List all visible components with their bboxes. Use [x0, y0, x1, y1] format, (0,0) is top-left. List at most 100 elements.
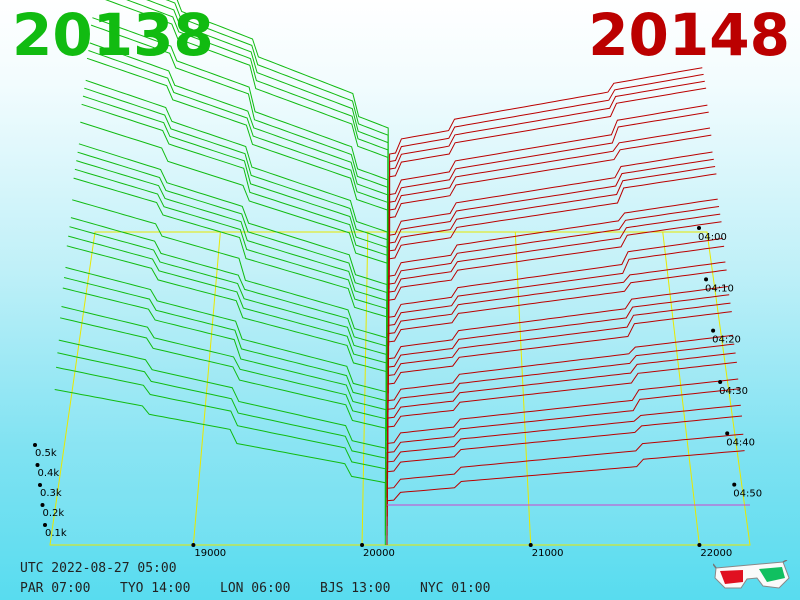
- ask-depth-line: [386, 450, 745, 545]
- ask-depth-line: [388, 158, 714, 318]
- price-gridline: [662, 231, 700, 546]
- time-tick-marker: [711, 328, 716, 333]
- depth-lines: [54, 0, 750, 545]
- clock-nyc: NYC 01:00: [420, 581, 491, 596]
- time-tick-label: 04:00: [698, 232, 727, 243]
- time-tick-label: 04:30: [719, 386, 748, 397]
- ask-depth-line: [387, 311, 732, 451]
- clock-lon: LON 06:00: [220, 581, 291, 596]
- ask-depth-line: [389, 73, 704, 242]
- bid-depth-line: [73, 177, 387, 413]
- ask-depth-line: [388, 198, 718, 346]
- bid-depth-line: [62, 287, 387, 489]
- bid-depth-line: [88, 50, 388, 308]
- y-tick-label: 0.5k: [35, 448, 57, 459]
- ask-depth-line: [386, 433, 744, 536]
- bid-depth-line: [61, 306, 387, 498]
- ask-depth-line: [387, 237, 723, 384]
- bid-depth-line: [78, 143, 388, 375]
- x-tick-marker: [528, 543, 533, 547]
- y-tick-marker: [33, 443, 37, 447]
- bid-depth-line: [57, 352, 386, 526]
- bid-depth-line: [72, 199, 387, 422]
- world-clocks: PAR 07:00 TYO 14:00 LON 06:00 BJS 13:00 …: [20, 581, 520, 596]
- bid-depth-line: [68, 235, 387, 451]
- ask-depth-line: [388, 134, 712, 299]
- ask-depth-line: [387, 261, 726, 403]
- y-tick-label: 0.3k: [40, 488, 62, 499]
- bid-depth-line: [84, 87, 388, 337]
- bid-depth-line: [86, 57, 388, 318]
- ask-depth-line: [389, 80, 705, 251]
- clock-tyo: TYO 14:00: [120, 581, 191, 596]
- ask-depth-line: [387, 334, 734, 460]
- chart-floor-plane: [49, 231, 751, 546]
- ask-depth-line: [388, 206, 720, 356]
- y-tick-marker: [43, 523, 47, 527]
- ask-depth-line: [386, 378, 739, 498]
- bid-depth-line: [176, 0, 389, 232]
- x-tick-marker: [697, 543, 702, 547]
- time-tick-marker: [732, 482, 737, 487]
- x-tick-marker: [360, 543, 365, 547]
- ask-depth-line: [387, 286, 728, 422]
- y-tick-label: 0.1k: [45, 528, 67, 539]
- bid-depth-line: [55, 366, 386, 536]
- ask-depth-line: [386, 415, 743, 526]
- time-tick-marker: [704, 277, 709, 282]
- time-tick-label: 04:40: [726, 437, 755, 448]
- time-tick-label: 04:20: [712, 335, 741, 346]
- ask-depth-line: [386, 388, 740, 508]
- ask-depth-line: [389, 67, 703, 232]
- ask-depth-line: [386, 404, 741, 517]
- bid-depth-line: [165, 0, 389, 242]
- x-tick-label: 21000: [532, 548, 564, 559]
- ask-depth-line: [388, 166, 716, 327]
- bid-depth-line: [89, 42, 389, 299]
- time-tick-marker: [725, 431, 730, 436]
- time-tick-marker: [718, 379, 723, 384]
- chart-floor: [49, 231, 751, 546]
- ask-depth-line: [387, 269, 727, 413]
- ask-depth-line: [388, 87, 707, 261]
- x-tick-label: 19000: [194, 548, 226, 559]
- utc-time: UTC 2022-08-27 05:00: [20, 561, 177, 576]
- bid-depth-line: [59, 317, 387, 508]
- clock-par: PAR 07:00: [20, 581, 91, 596]
- ask-depth-line: [388, 213, 721, 365]
- price-gridline: [514, 231, 532, 546]
- bid-depth-line: [90, 24, 389, 289]
- y-tick-marker: [40, 503, 45, 507]
- ask-depth-line: [387, 352, 736, 479]
- ask-depth-line: [388, 151, 713, 308]
- ask-depth-line: [388, 104, 708, 270]
- clock-bjs: BJS 13:00: [320, 581, 391, 596]
- time-tick-marker: [697, 226, 701, 230]
- ask-depth-line: [388, 173, 717, 337]
- chart-axes: 19000 20000 21000 22000 0.1k 0.2k 0.3k 0.4k 0.5k…: [33, 226, 762, 559]
- x-tick-label: 20000: [363, 548, 395, 559]
- bid-depth-line: [65, 266, 387, 470]
- price-gridline: [192, 231, 221, 546]
- ask-depth-line: [387, 343, 735, 470]
- bid-depth-line: [54, 389, 386, 545]
- x-tick-label: 22000: [700, 548, 732, 559]
- bid-depth-line: [74, 168, 388, 403]
- ask-depth-line: [387, 302, 731, 441]
- ask-depth-line: [388, 111, 709, 280]
- bid-depth-line: [92, 17, 389, 280]
- bid-depth-line: [76, 160, 388, 394]
- ask-depth-line: [387, 221, 722, 375]
- bid-depth-line: [77, 151, 388, 384]
- ask-depth-line: [387, 245, 725, 394]
- y-tick-marker: [35, 463, 40, 467]
- 3d-glasses-icon[interactable]: [713, 560, 791, 592]
- bid-depth-line: [70, 217, 387, 432]
- y-tick-marker: [38, 483, 42, 487]
- ask-price: 20148: [588, 1, 790, 69]
- ask-depth-line: [388, 127, 711, 289]
- bid-depth-line: [105, 0, 389, 270]
- bid-depth-line: [82, 95, 388, 346]
- price-gridline: [361, 231, 369, 546]
- y-tick-label: 0.4k: [38, 468, 60, 479]
